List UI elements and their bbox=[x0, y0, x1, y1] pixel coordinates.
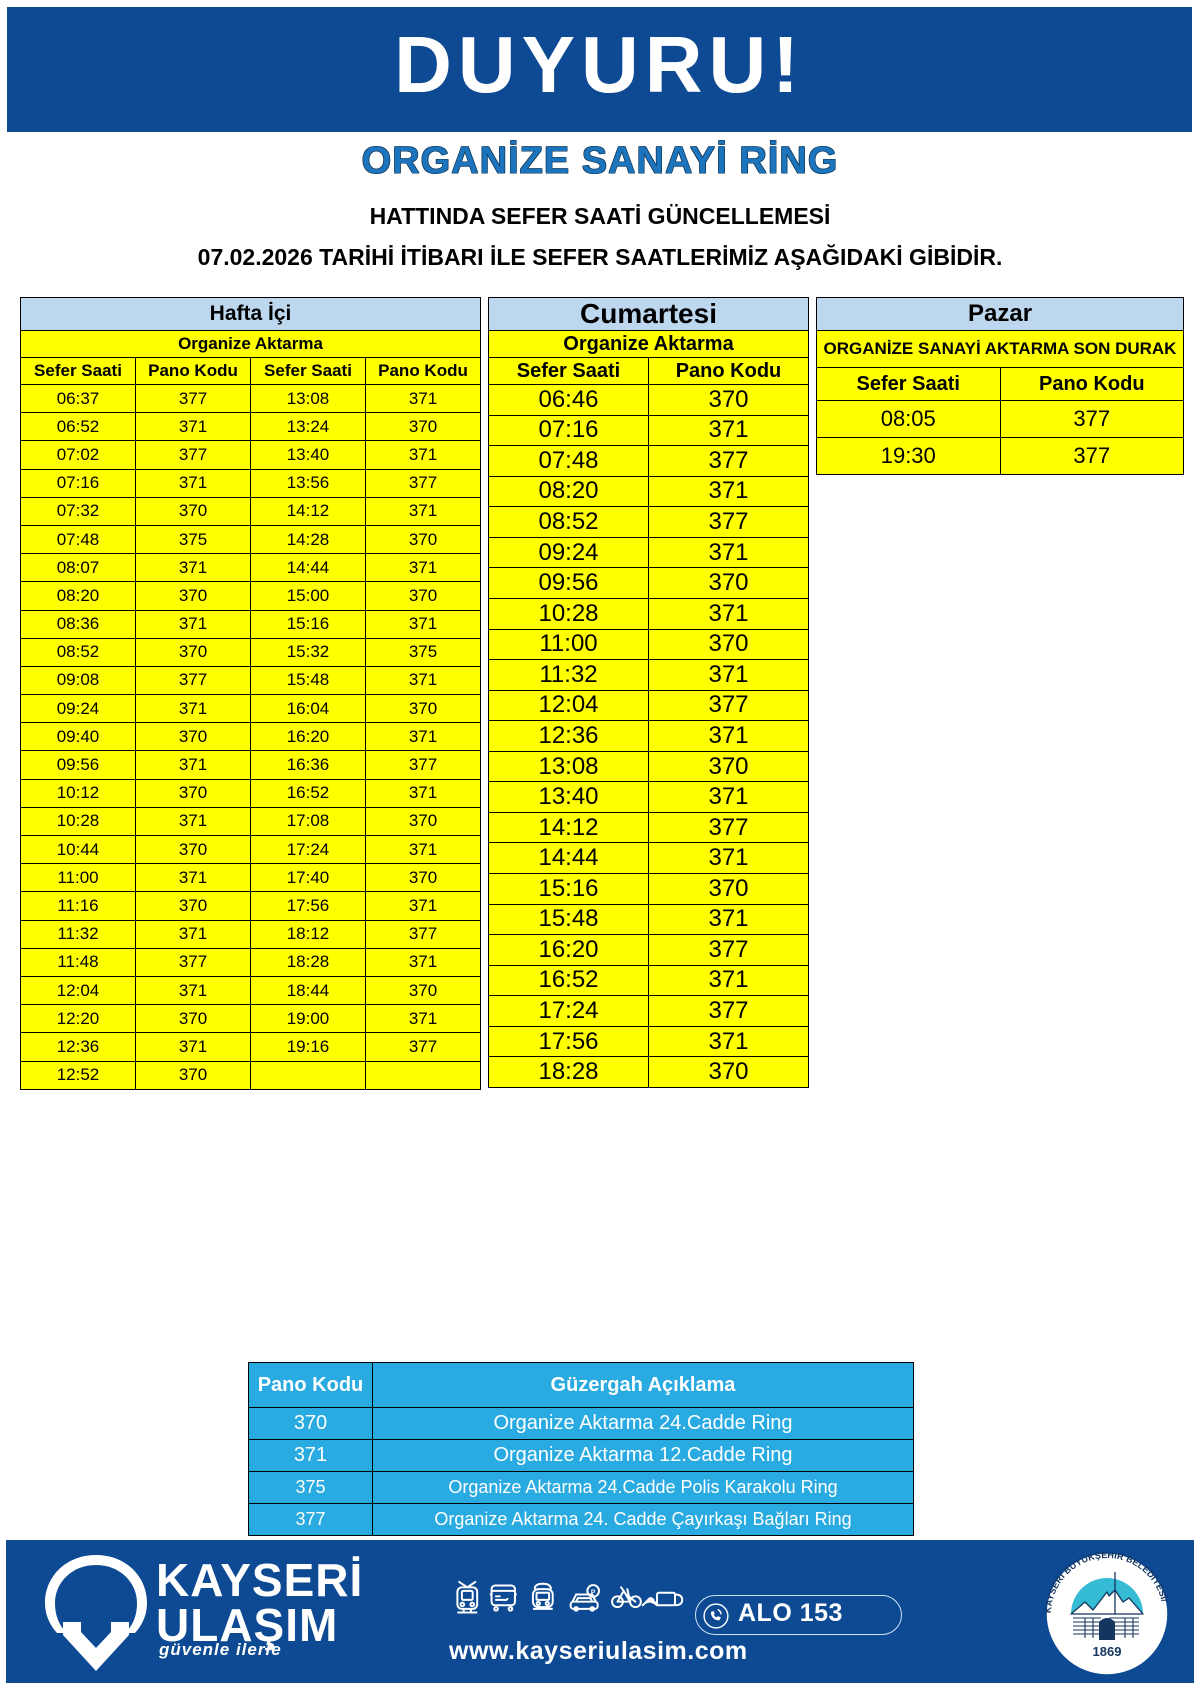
svg-text:1869: 1869 bbox=[1093, 1644, 1122, 1659]
svg-text:P: P bbox=[591, 1589, 596, 1596]
